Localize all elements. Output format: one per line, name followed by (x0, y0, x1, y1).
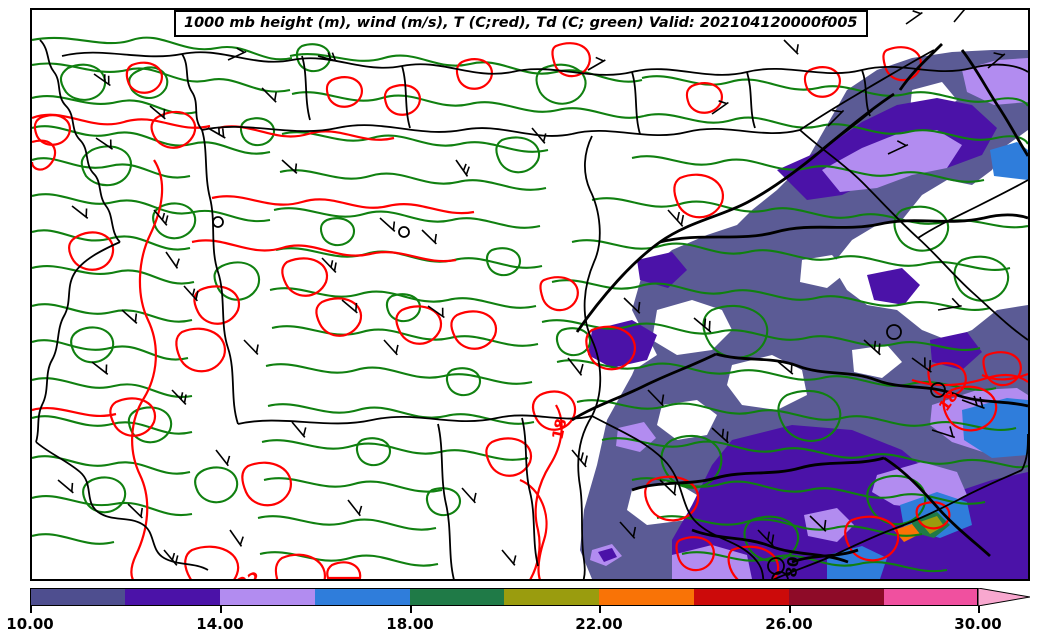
colorbar-segment-7 (694, 588, 789, 606)
colorbar-segment-6 (599, 588, 694, 606)
colorbar-tick-2 (410, 606, 412, 613)
contour-label-h80: 80 (782, 555, 803, 579)
colorbar-tick-1 (220, 606, 222, 613)
colorbar-over-arrow (978, 588, 1030, 606)
wind-barbs (57, 10, 1006, 566)
colorbar-segment-4 (410, 588, 504, 606)
dewpoint-contours (32, 36, 1028, 573)
colorbar-segment-0 (30, 588, 125, 606)
colorbar-segments (30, 588, 978, 606)
temperature-contours (32, 42, 1028, 579)
colorbar-tick-label-5: 30.00 (954, 615, 1002, 633)
height-contours (571, 43, 1028, 564)
colorbar-tick-label-3: 22.00 (575, 615, 623, 633)
colorbar-tick-label-2: 18.00 (386, 615, 434, 633)
colorbar-segment-3 (315, 588, 410, 606)
colorbar-tick-0 (30, 606, 32, 613)
colorbar-segment-9 (884, 588, 978, 606)
map-canvas (32, 10, 1028, 579)
figure-title: 1000 mb height (m), wind (m/s), T (C;red… (184, 15, 858, 31)
map-panel: 18 18 22 80 (30, 8, 1030, 581)
colorbar-tick-label-1: 14.00 (196, 615, 244, 633)
figure-title-box: 1000 mb height (m), wind (m/s), T (C;red… (174, 10, 868, 37)
contour-minima-circles (212, 216, 946, 579)
colorbar-tick-label-4: 26.00 (765, 615, 813, 633)
colorbar-tick-3 (599, 606, 601, 613)
colorbar-tick-label-0: 10.00 (6, 615, 54, 633)
colorbar-tick-4 (789, 606, 791, 613)
colorbar-segment-8 (789, 588, 884, 606)
colorbar-segment-2 (220, 588, 315, 606)
state-boundaries (35, 39, 1028, 579)
colorbar-segment-5 (504, 588, 599, 606)
colorbar: 10.00 14.00 18.00 22.00 26.00 30.00 (0, 583, 1037, 633)
colorbar-segment-1 (125, 588, 220, 606)
colorbar-tick-5 (978, 606, 980, 613)
